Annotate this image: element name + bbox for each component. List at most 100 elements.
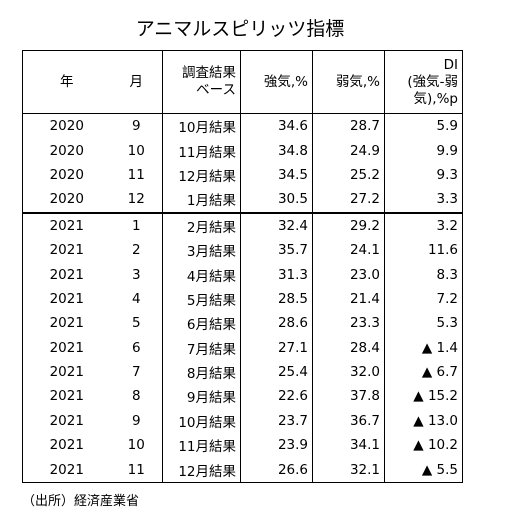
table-cell: ▲ 10.2 xyxy=(384,433,463,458)
table-cell: 9 xyxy=(131,412,141,429)
table-cell: 2020 xyxy=(49,166,84,183)
header-cell: 調査結果 ベース xyxy=(162,50,241,114)
table-cell: 32.0 xyxy=(312,359,385,385)
table-cell: 11 xyxy=(127,461,145,478)
table-cell: 29.2 xyxy=(312,211,385,238)
table-cell: 2020 xyxy=(49,191,84,208)
table-row: 2021 2 3月結果 35.7 24.1 11.6 xyxy=(23,237,463,263)
header-line: 調査結果 xyxy=(182,65,236,81)
table-cell: 12月結果 xyxy=(162,162,241,188)
table-cell: 32.4 xyxy=(240,211,313,238)
table-cell: 28.7 xyxy=(312,113,385,139)
header-cell: DI (強気-弱 気),%p xyxy=(384,50,463,114)
table-cell: 9月結果 xyxy=(162,384,241,409)
header-line: 気),%p xyxy=(413,90,458,107)
table-cell: 30.5 xyxy=(240,187,313,213)
table-cell: 7月結果 xyxy=(162,335,241,360)
table-row: 2020 12 1月結果 30.5 27.2 3.3 xyxy=(23,187,463,213)
table-cell: 28.5 xyxy=(240,286,313,312)
table-cell: 4 xyxy=(131,290,141,307)
header-cell: 弱気,% xyxy=(312,50,385,114)
table-cell: 10月結果 xyxy=(162,408,241,434)
table-cell: 2020 xyxy=(49,118,84,135)
table-cell: 23.0 xyxy=(312,262,385,287)
table-cell: 4月結果 xyxy=(162,262,241,287)
header-cell: 月 xyxy=(110,50,163,114)
table-cell: 3.2 xyxy=(384,211,463,238)
table-row: 2020 10 11月結果 34.8 24.9 9.9 xyxy=(23,138,463,163)
table-cell: 9 xyxy=(131,118,141,135)
header-cell: 強気,% xyxy=(240,50,313,114)
table-cell: 35.7 xyxy=(240,237,313,263)
table-row: 2020 11 12月結果 34.5 25.2 9.3 xyxy=(23,162,463,188)
table-cell: 2021 xyxy=(49,290,84,307)
table-cell: 34.8 xyxy=(240,138,313,163)
table-cell: 1 xyxy=(110,211,163,238)
table-cell: 24.9 xyxy=(312,138,385,163)
table-cell: 32.1 xyxy=(312,457,385,483)
header-cell: 年 xyxy=(22,50,111,114)
table-row: 2021 8 9月結果 22.6 37.8 ▲ 15.2 xyxy=(23,384,463,409)
table-cell: 7.2 xyxy=(384,286,463,312)
table-cell: ▲ 15.2 xyxy=(384,384,463,409)
table-cell: 34.5 xyxy=(240,162,313,188)
table-cell: 2021 xyxy=(49,364,84,381)
title: アニマルスピリッツ指標 xyxy=(135,18,345,40)
table-cell: 10月結果 xyxy=(162,113,241,139)
table-cell: 3 xyxy=(131,266,141,283)
table-cell: 9.9 xyxy=(384,138,463,163)
table-cell: 2021 xyxy=(49,339,84,356)
table-cell: 27.2 xyxy=(312,187,385,213)
table-row: 2021 5 6月結果 28.6 23.3 5.3 xyxy=(23,311,463,336)
table-row: 2021 3 4月結果 31.3 23.0 8.3 xyxy=(23,262,463,287)
table-cell: 5.3 xyxy=(384,311,463,336)
table-cell: 6 xyxy=(131,339,141,356)
table-cell: 25.4 xyxy=(240,359,313,385)
table-cell: 10 xyxy=(127,437,145,454)
header-row: 年 月 調査結果 ベース 強気,% 弱気,% DI (強気-弱 気),%p xyxy=(22,50,463,114)
header-line: DI xyxy=(443,56,458,73)
header-line: ベース xyxy=(196,82,236,98)
table-cell: 37.8 xyxy=(312,384,385,409)
header-line: 弱気,% xyxy=(335,73,380,90)
table-cell: 5 xyxy=(131,315,141,332)
table-cell: 2020 xyxy=(49,142,84,159)
table-cell: ▲ 6.7 xyxy=(384,359,463,385)
table-cell: 34.6 xyxy=(240,113,313,139)
table-cell: 11 xyxy=(127,166,145,183)
table-cell: 11.6 xyxy=(384,237,463,263)
table-row: 2020 9 10月結果 34.6 28.7 5.9 xyxy=(23,113,463,139)
table-cell: ▲ 1.4 xyxy=(384,335,463,360)
table-row: 2021 10 11月結果 23.9 34.1 ▲ 10.2 xyxy=(23,433,463,458)
table-cell: 2021 xyxy=(49,242,84,259)
table-cell: 8 xyxy=(131,388,141,405)
table-cell: 11月結果 xyxy=(162,138,241,163)
table-cell: 2月結果 xyxy=(162,211,241,238)
table-cell: 6月結果 xyxy=(162,311,241,336)
table-cell: 5月結果 xyxy=(162,286,241,312)
table-cell: 22.6 xyxy=(240,384,313,409)
table-cell: 26.6 xyxy=(240,457,313,483)
table-cell: 24.1 xyxy=(312,237,385,263)
table-cell: 31.3 xyxy=(240,262,313,287)
table-cell: 7 xyxy=(131,364,141,381)
table-cell: 3月結果 xyxy=(162,237,241,263)
table-cell: 12月結果 xyxy=(162,457,241,483)
table-cell: 23.3 xyxy=(312,311,385,336)
table-cell: 2021 xyxy=(49,437,84,454)
table-row: 2021 4 5月結果 28.5 21.4 7.2 xyxy=(23,286,463,312)
table-cell: 28.4 xyxy=(312,335,385,360)
table-cell: 2021 xyxy=(22,211,111,238)
table-cell: 3.3 xyxy=(384,187,463,213)
table-cell: 9.3 xyxy=(384,162,463,188)
table-cell: 36.7 xyxy=(312,408,385,434)
table-cell: 27.1 xyxy=(240,335,313,360)
header-line: 月 xyxy=(129,73,144,90)
header-line: 強気,% xyxy=(263,73,308,90)
table-row: 2021 1 2月結果 32.4 29.2 3.2 xyxy=(22,211,463,238)
data-table: 年 月 調査結果 ベース 強気,% 弱気,% DI (強気-弱 気),%p 2020 9 10月結果… xyxy=(22,50,463,483)
table-cell: 21.4 xyxy=(312,286,385,312)
table-cell: 11月結果 xyxy=(162,433,241,458)
table-cell: ▲ 5.5 xyxy=(384,457,463,483)
table-cell: 2021 xyxy=(49,315,84,332)
